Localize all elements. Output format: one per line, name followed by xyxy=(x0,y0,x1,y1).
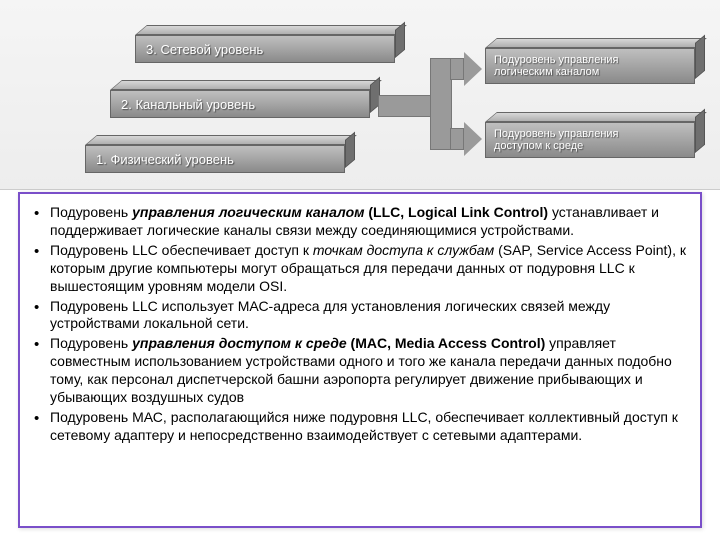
text-run: управления логическим каналом xyxy=(132,204,368,220)
arrow-head-top xyxy=(464,52,482,86)
arrow-branch-top xyxy=(450,58,464,80)
arrow-split xyxy=(430,58,452,150)
text-run: Подуровень МАС, располагающийся ниже под… xyxy=(50,409,678,443)
text-run: Подуровень LLC использует МАС-адреса для… xyxy=(50,298,610,332)
text-run: точкам доступа к службам xyxy=(313,242,498,258)
slab-label-line2: логическим каналом xyxy=(494,66,599,78)
list-item: Подуровень LLC обеспечивает доступ к точ… xyxy=(28,242,686,296)
list-item: Подуровень управления логическим каналом… xyxy=(28,204,686,240)
text-run: (LLC, Logical Link Control) xyxy=(368,204,552,220)
list-item: Подуровень LLC использует МАС-адреса для… xyxy=(28,298,686,334)
bullet-list: Подуровень управления логическим каналом… xyxy=(28,204,686,445)
text-run: Подуровень LLC обеспечивает доступ к xyxy=(50,242,313,258)
slab-datalink-layer: 2. Канальный уровень xyxy=(110,90,370,118)
slab-label-line2: доступом к среде xyxy=(494,140,583,152)
slab-network-layer: 3. Сетевой уровень xyxy=(135,35,395,63)
slab-label: 3. Сетевой уровень xyxy=(135,35,395,63)
osi-diagram: 3. Сетевой уровень 2. Канальный уровень … xyxy=(0,0,720,190)
list-item: Подуровень МАС, располагающийся ниже под… xyxy=(28,409,686,445)
text-run: управления доступом к среде xyxy=(132,335,350,351)
slab-physical-layer: 1. Физический уровень xyxy=(85,145,345,173)
list-item: Подуровень управления доступом к среде (… xyxy=(28,335,686,407)
slab-label: 1. Физический уровень xyxy=(85,145,345,173)
text-run: (MAC, Media Access Control) xyxy=(351,335,550,351)
text-run: Подуровень xyxy=(50,204,132,220)
arrow-branch-bottom xyxy=(450,128,464,150)
arrow-head-bottom xyxy=(464,122,482,156)
slab-llc-sublayer: Подуровень управления логическим каналом xyxy=(485,48,695,84)
slab-label-line1: Подуровень управления xyxy=(494,54,619,66)
slab-label: 2. Канальный уровень xyxy=(110,90,370,118)
arrow-stem xyxy=(378,95,438,117)
slab-mac-sublayer: Подуровень управления доступом к среде xyxy=(485,122,695,158)
text-run: Подуровень xyxy=(50,335,132,351)
slab-label-line1: Подуровень управления xyxy=(494,128,619,140)
content-text-box: Подуровень управления логическим каналом… xyxy=(18,192,702,528)
